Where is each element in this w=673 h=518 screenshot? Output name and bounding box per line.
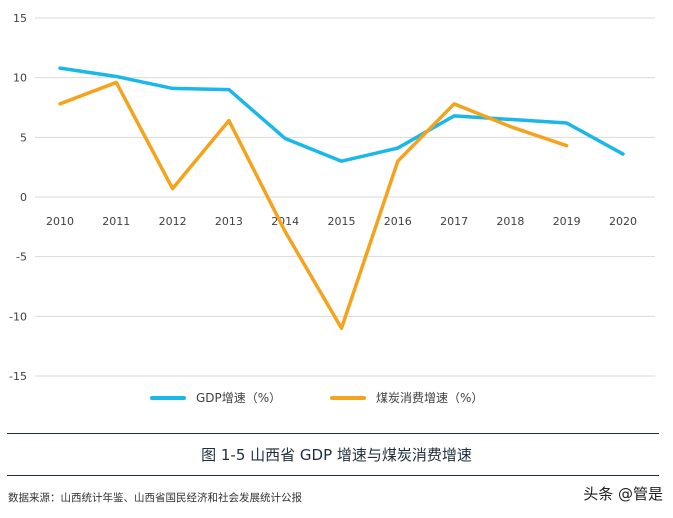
data-source: 数据来源：山西统计年鉴、山西省国民经济和社会发展统计公报	[8, 492, 302, 504]
divider-bottom	[7, 475, 659, 476]
legend-label-gdp: GDP增速（%）	[196, 391, 282, 405]
y-tick-label: -15	[9, 370, 27, 383]
y-tick-label: 5	[20, 131, 27, 144]
legend-label-coal: 煤炭消费增速（%）	[376, 391, 484, 405]
x-tick-label: 2012	[159, 215, 187, 228]
y-tick-label: -5	[16, 251, 27, 264]
x-tick-label: 2019	[553, 215, 581, 228]
y-tick-label: -10	[9, 310, 27, 323]
y-tick-label: 0	[20, 191, 27, 204]
x-tick-label: 2018	[496, 215, 524, 228]
x-tick-label: 2017	[440, 215, 468, 228]
legend-swatch-gdp	[150, 395, 186, 400]
x-tick-label: 2020	[609, 215, 637, 228]
series-line-coal	[58, 80, 569, 331]
figure-caption: 图 1-5 山西省 GDP 增速与煤炭消费增速	[201, 446, 472, 464]
x-tick-label: 2015	[328, 215, 356, 228]
legend-item-gdp: GDP增速（%）	[150, 389, 281, 406]
divider-top	[7, 433, 659, 434]
x-tick-label: 2013	[215, 215, 243, 228]
y-tick-label: 10	[13, 72, 27, 85]
line-chart: 15 10 5 0 -5 -10 -15 2010 2011 2012 2013 2014 2015 20…	[9, 12, 655, 383]
legend-item-coal: 煤炭消费增速（%）	[330, 389, 483, 406]
legend-swatch-coal	[330, 395, 366, 400]
x-tick-label: 2010	[46, 215, 74, 228]
x-tick-label: 2011	[102, 215, 130, 228]
series-line-gdp	[58, 66, 625, 163]
x-tick-label: 2014	[271, 215, 299, 228]
y-tick-label: 15	[13, 12, 27, 25]
watermark: 头条 @管是	[583, 485, 663, 503]
x-tick-label: 2016	[384, 215, 412, 228]
